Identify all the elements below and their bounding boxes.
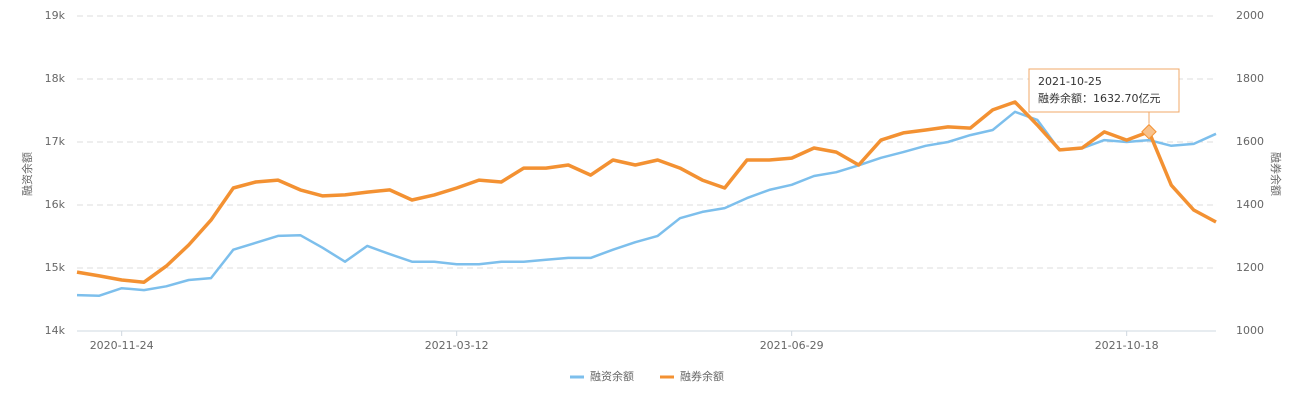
x-tick-label: 2021-06-29 [760, 339, 824, 352]
tooltip-text: 融券余额：1632.70亿元 [1038, 91, 1161, 105]
y-tick-label: 15k [45, 261, 66, 274]
y-tick-label: 18k [45, 72, 66, 85]
y-axis-title: 融资余额 [20, 152, 34, 196]
x-tick-label: 2020-11-24 [90, 339, 154, 352]
y-tick-label: 16k [45, 198, 66, 211]
tooltip-date: 2021-10-25 [1038, 75, 1102, 88]
y-tick-label: 19k [45, 9, 66, 22]
x-tick-label: 2021-03-12 [425, 339, 489, 352]
y2-axis-title: 融券余额 [1269, 152, 1283, 196]
y2-tick-label: 1600 [1236, 135, 1264, 148]
tooltip-marker [1141, 123, 1157, 140]
y2-tick-label: 1000 [1236, 324, 1264, 337]
y2-tick-label: 1400 [1236, 198, 1264, 211]
y-tick-label: 17k [45, 135, 66, 148]
tooltip-box [1028, 68, 1180, 113]
x-tick-label: 2021-10-18 [1095, 339, 1159, 352]
y2-tick-label: 1200 [1236, 261, 1264, 274]
y-tick-label: 14k [45, 324, 66, 337]
series-line [76, 100, 1217, 284]
y2-tick-label: 2000 [1236, 9, 1264, 22]
legend-label: 融资余额 [590, 369, 634, 383]
y2-tick-label: 1800 [1236, 72, 1264, 85]
legend-label: 融券余额 [680, 369, 724, 383]
